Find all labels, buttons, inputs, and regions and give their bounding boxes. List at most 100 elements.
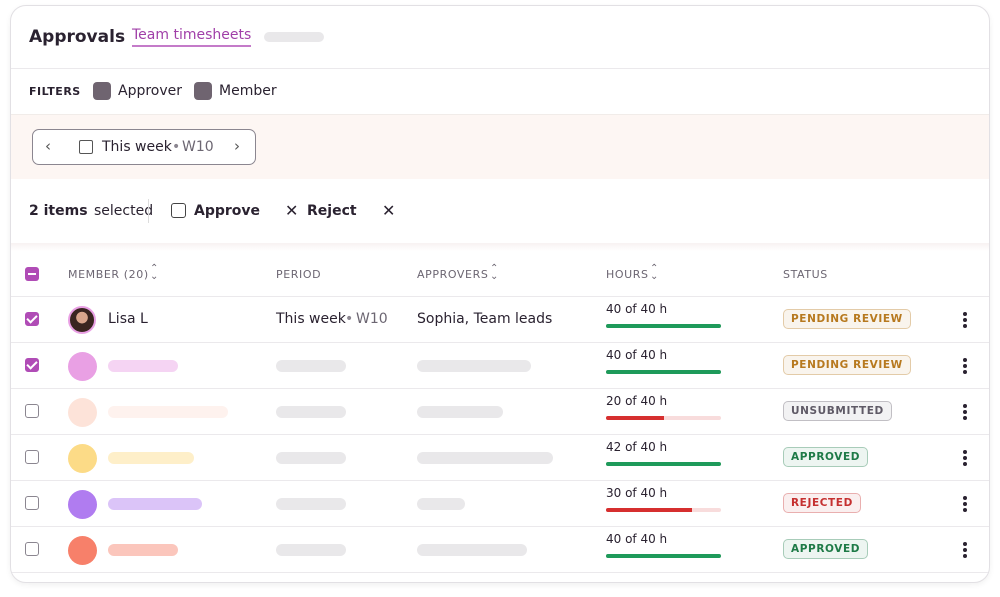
row-checkbox[interactable] (25, 358, 39, 372)
name-placeholder (108, 498, 202, 510)
week: W10 (182, 139, 214, 155)
hours-label: 30 of 40 h (606, 486, 668, 500)
name-placeholder (108, 406, 228, 418)
tab-placeholder (264, 32, 324, 42)
filter[interactable]: Approver (118, 83, 183, 99)
column-header[interactable]: MEMBER (20) (68, 268, 149, 281)
next-arrow[interactable]: › (234, 137, 240, 155)
approvers-placeholder (417, 498, 465, 510)
row-menu[interactable] (963, 450, 967, 468)
filter[interactable]: Member (219, 83, 277, 99)
name-placeholder (108, 360, 178, 372)
period-placeholder (276, 360, 346, 372)
divider (11, 526, 989, 527)
sort-icon: ⌃ ⌄ (650, 263, 659, 282)
approvers-placeholder (417, 406, 503, 418)
hours-track (606, 324, 721, 328)
avatar (68, 352, 97, 381)
status-badge: UNSUBMITTED (783, 401, 892, 421)
column-header[interactable]: HOURS (606, 268, 649, 281)
divider (11, 572, 989, 573)
calendar-icon (79, 140, 93, 154)
status-badge: PENDING REVIEW (783, 309, 911, 329)
hours-label: 40 of 40 h (606, 302, 668, 316)
approvers-placeholder (417, 452, 553, 464)
reject-button[interactable]: Reject (307, 203, 357, 219)
filters-label: FILTERS (29, 85, 81, 98)
filter-icon (194, 82, 212, 100)
sort-icon: ⌃ ⌄ (490, 263, 499, 282)
name-placeholder (108, 544, 178, 556)
hours-bar (606, 416, 664, 420)
sort-icon: ⌃ ⌄ (150, 263, 159, 282)
divider (11, 388, 989, 389)
row-checkbox[interactable] (25, 496, 39, 510)
divider (11, 342, 989, 343)
clear-selection[interactable]: ✕ (382, 201, 396, 220)
hours-bar (606, 370, 721, 374)
period-placeholder (276, 498, 346, 510)
approvals-card: Approvals Team timesheets FILTERS Approv… (10, 5, 990, 583)
tab[interactable]: Team timesheets (132, 27, 252, 47)
hours-track (606, 370, 721, 374)
date-picker[interactable]: ‹ This week • W10 › (32, 129, 256, 165)
divider (11, 296, 989, 297)
row-menu[interactable] (963, 496, 967, 514)
period: This week (276, 311, 346, 327)
approve-button[interactable]: Approve (194, 203, 261, 219)
hours-label: 40 of 40 h (606, 532, 668, 546)
row-checkbox[interactable] (25, 404, 39, 418)
divider (11, 68, 989, 69)
column-header[interactable]: APPROVERS (417, 268, 489, 281)
row-checkbox[interactable] (25, 312, 39, 326)
member-name: Lisa L (108, 311, 148, 327)
selected-count: 2 items (29, 203, 88, 219)
selected-suffix: selected (94, 203, 154, 219)
table: MEMBER (20) ⌃ ⌄ PERIOD APPROVERS ⌃ ⌄ HOURS ⌃ ⌄ STA… (11, 6, 989, 582)
period-placeholder (276, 452, 346, 464)
status-badge: REJECTED (783, 493, 861, 513)
approvers: Sophia, Team leads (417, 311, 553, 327)
hours-track (606, 416, 721, 420)
status-badge: APPROVED (783, 447, 869, 467)
row-checkbox[interactable] (25, 450, 39, 464)
column-header: STATUS (783, 268, 828, 281)
period-placeholder (276, 406, 346, 418)
period-placeholder (276, 544, 346, 556)
avatar (68, 444, 97, 473)
filter-icon (93, 82, 111, 100)
hours-label: 40 of 40 h (606, 348, 668, 362)
week: W10 (356, 311, 388, 327)
status-badge: PENDING REVIEW (783, 355, 911, 375)
hours-bar (606, 462, 721, 466)
row-menu[interactable] (963, 542, 967, 560)
row-menu[interactable] (963, 358, 967, 376)
date-label: This week (102, 139, 172, 155)
hours-label: 20 of 40 h (606, 394, 668, 408)
row-menu[interactable] (963, 404, 967, 422)
separator: • (345, 311, 354, 327)
hours-track (606, 554, 721, 558)
prev-arrow[interactable]: ‹ (45, 137, 51, 155)
hours-track (606, 508, 721, 512)
status-badge: APPROVED (783, 539, 869, 559)
avatar (68, 306, 96, 334)
approve-icon (171, 203, 186, 218)
name-placeholder (108, 452, 194, 464)
hours-bar (606, 554, 721, 558)
reject-icon: ✕ (285, 201, 299, 220)
hours-label: 42 of 40 h (606, 440, 668, 454)
hours-bar (606, 508, 693, 512)
hours-track (606, 462, 721, 466)
row-menu[interactable] (963, 312, 967, 330)
approvers-placeholder (417, 360, 531, 372)
divider (148, 199, 149, 223)
divider (11, 480, 989, 481)
select-all[interactable] (25, 267, 39, 281)
column-header: PERIOD (276, 268, 322, 281)
avatar (68, 490, 97, 519)
avatar (68, 398, 97, 427)
shadow (11, 243, 989, 251)
hours-bar (606, 324, 721, 328)
row-checkbox[interactable] (25, 542, 39, 556)
